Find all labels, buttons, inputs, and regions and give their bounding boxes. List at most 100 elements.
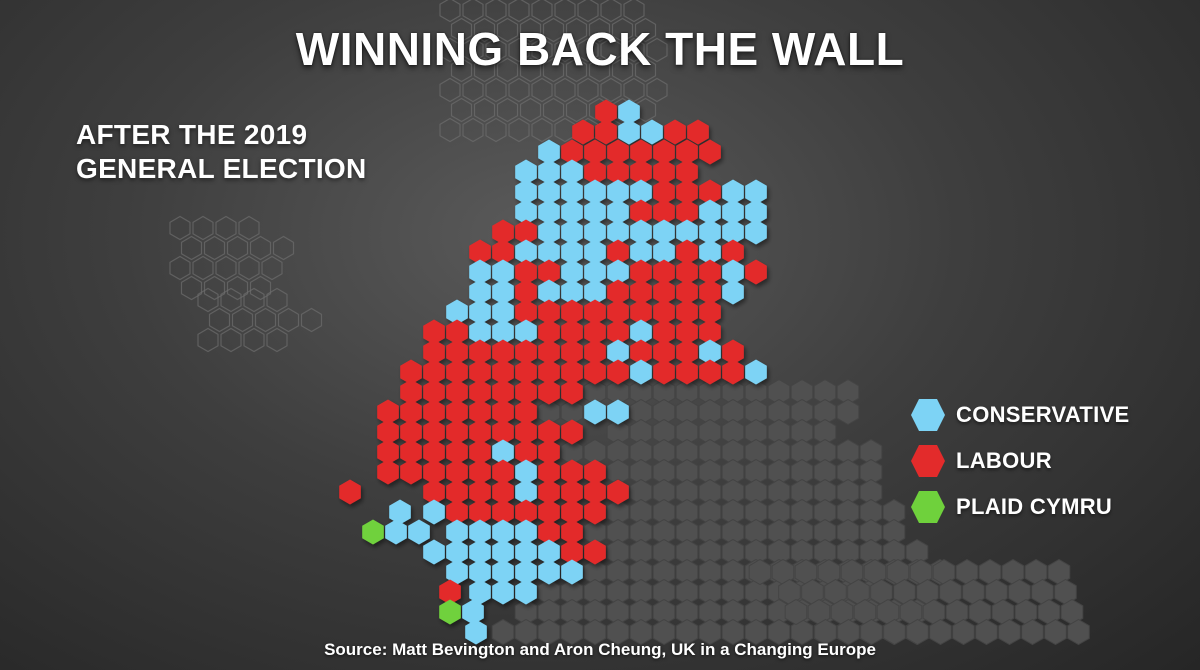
background-hex <box>565 17 588 43</box>
conservative-hex <box>465 619 487 645</box>
background-hex <box>254 307 277 333</box>
labour-hex <box>607 299 629 325</box>
background-hex <box>554 37 576 63</box>
labour-hex <box>745 259 767 285</box>
labour-hex <box>676 139 698 165</box>
conservative-hex <box>561 159 583 185</box>
labour-hex <box>538 359 560 385</box>
conservative-hex <box>515 199 537 225</box>
other-hex <box>836 478 860 506</box>
other-hex <box>847 578 870 606</box>
other-hex <box>537 618 561 646</box>
other-hex <box>955 558 979 586</box>
conservative-hex <box>469 279 491 305</box>
labour-hex <box>584 299 606 325</box>
other-hex <box>606 518 630 546</box>
labour-hex <box>400 459 422 485</box>
background-hex <box>485 117 507 143</box>
other-hex <box>675 518 699 546</box>
labour-hex <box>607 479 629 505</box>
other-hex <box>836 538 860 566</box>
labour-hex <box>676 299 698 325</box>
labour-hex <box>584 499 606 525</box>
other-hex <box>721 498 745 526</box>
other-hex <box>836 398 860 426</box>
other-hex <box>606 558 630 586</box>
other-hex <box>744 478 768 506</box>
other-hex <box>583 598 607 626</box>
conservative-swatch <box>911 399 945 431</box>
labour-hex <box>664 119 686 145</box>
background-hex <box>272 235 295 261</box>
background-hex <box>508 0 530 23</box>
other-hex <box>899 598 923 626</box>
background-hex <box>473 57 496 83</box>
labour-hex <box>515 339 537 365</box>
other-hex <box>629 618 653 646</box>
other-hex <box>698 478 722 506</box>
labour-hex <box>515 439 537 465</box>
conservative-hex <box>584 219 606 245</box>
background-hex <box>180 235 203 261</box>
background-hex <box>192 255 214 281</box>
other-hex <box>652 478 676 506</box>
labour-hex <box>469 479 491 505</box>
labour-hex <box>492 459 514 485</box>
other-hex <box>794 558 818 586</box>
other-hex <box>744 438 768 466</box>
conservative-hex <box>722 199 744 225</box>
legend-item-plaid-cymru: PLAID CYMRU <box>910 484 1130 530</box>
conservative-hex <box>446 519 468 545</box>
other-hex <box>767 518 791 546</box>
conservative-hex <box>607 399 629 425</box>
conservative-hex <box>389 499 411 525</box>
other-hex <box>836 518 860 546</box>
conservative-hex <box>469 319 491 345</box>
conservative-hex <box>607 219 629 245</box>
other-hex <box>721 618 745 646</box>
other-hex <box>698 458 722 486</box>
labour-hex <box>630 279 652 305</box>
other-hex <box>813 458 837 486</box>
other-hex <box>767 458 791 486</box>
map-subtitle: AFTER THE 2019 GENERAL ELECTION <box>76 118 367 186</box>
other-hex <box>721 398 745 426</box>
background-hex <box>192 215 214 241</box>
labour-hex <box>561 459 583 485</box>
other-hex <box>744 618 768 646</box>
other-hex <box>813 518 837 546</box>
background-hex <box>462 117 484 143</box>
other-hex <box>883 618 906 646</box>
labour-hex <box>653 199 675 225</box>
other-hex <box>998 618 1021 646</box>
other-hex <box>790 398 814 426</box>
labour-hex <box>584 319 606 345</box>
labour-hex <box>423 439 445 465</box>
labour-hex <box>377 439 399 465</box>
background-hex <box>473 97 496 123</box>
other-hex <box>790 518 814 546</box>
background-hex <box>588 57 611 83</box>
legend-item-conservative: CONSERVATIVE <box>910 392 1130 438</box>
labour-hex <box>423 399 445 425</box>
labour-hex <box>446 439 468 465</box>
background-hex <box>450 17 473 43</box>
other-hex <box>698 598 722 626</box>
labour-hex <box>538 379 560 405</box>
other-hex <box>975 618 998 646</box>
conservative-hex <box>538 559 560 585</box>
other-hex <box>698 558 722 586</box>
other-hex <box>767 498 791 526</box>
conservative-hex <box>561 559 583 585</box>
labour-hex <box>722 359 744 385</box>
conservative-hex <box>745 179 767 205</box>
labour-hex <box>584 539 606 565</box>
background-hex <box>496 57 519 83</box>
labour-hex <box>515 219 537 245</box>
background-hex <box>577 0 599 23</box>
labour-hex <box>492 359 514 385</box>
labour-hex <box>439 579 461 605</box>
other-hex <box>1047 558 1071 586</box>
background-hex <box>462 0 484 23</box>
conservative-hex <box>630 239 652 265</box>
